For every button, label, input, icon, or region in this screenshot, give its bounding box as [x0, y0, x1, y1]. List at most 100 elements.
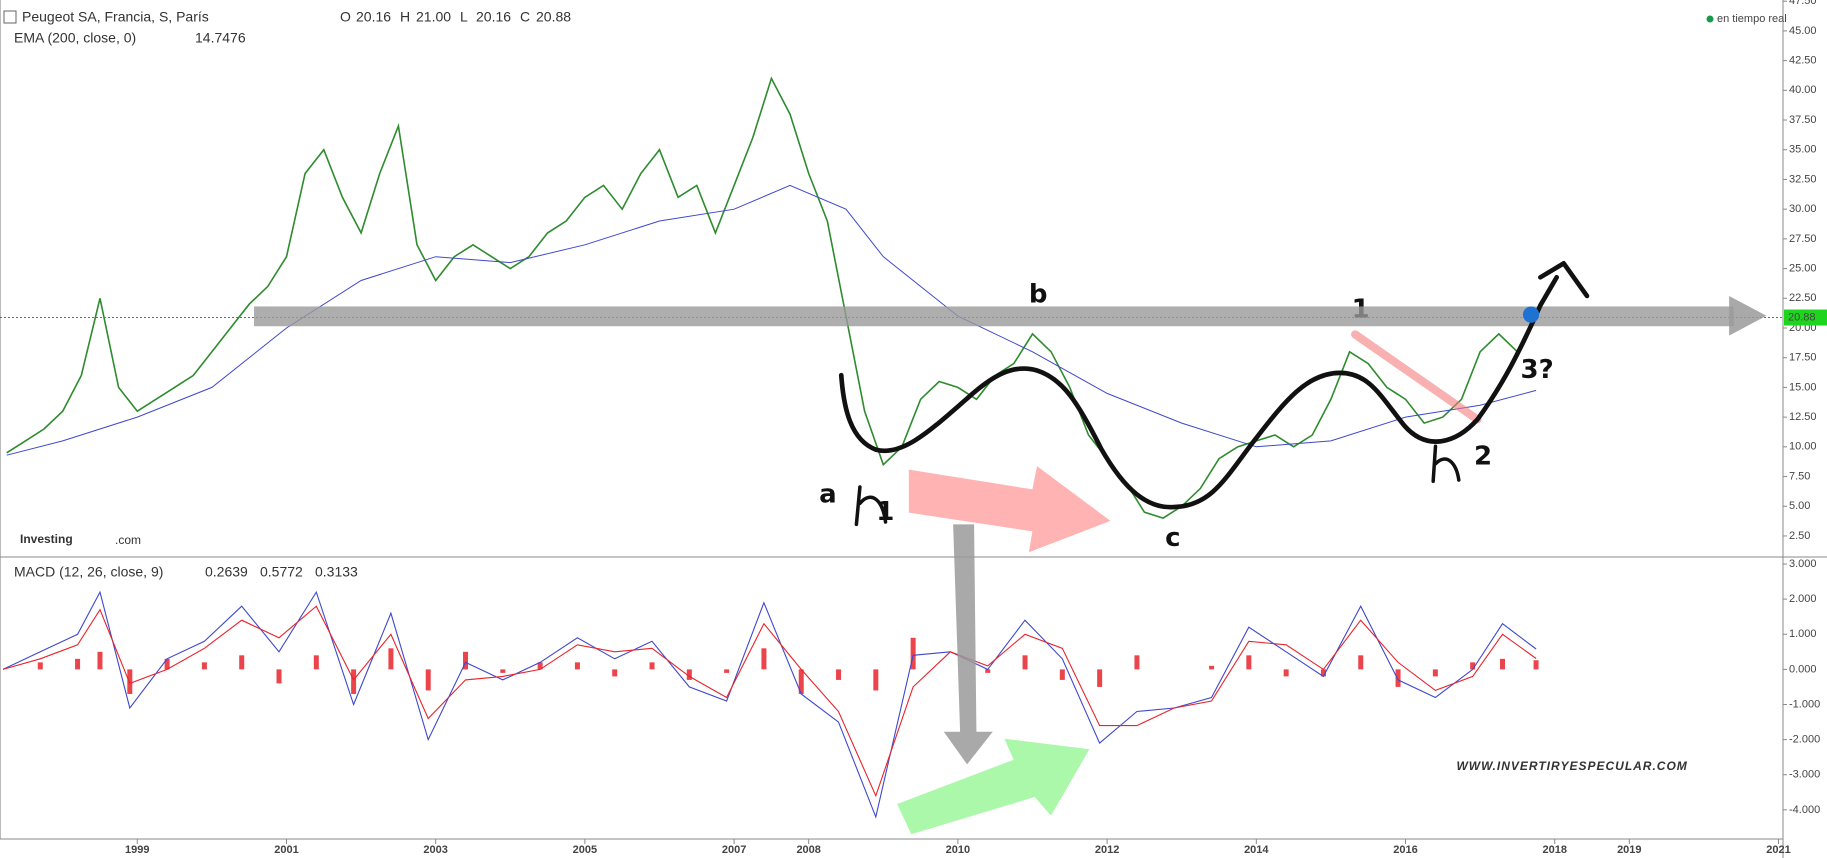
x-tick-label: 2014	[1244, 844, 1269, 856]
histogram-bar	[985, 669, 991, 673]
histogram-bar	[164, 658, 170, 670]
y-tick-label: 0.000	[1789, 663, 1817, 675]
histogram-bar	[1395, 669, 1401, 687]
status: en tiempo real	[1717, 13, 1787, 25]
y-tick-label: 37.50	[1789, 114, 1817, 126]
x-tick-label: 2010	[946, 844, 970, 856]
p-marker	[1522, 306, 1540, 323]
histogram-bar	[1209, 665, 1215, 670]
histogram-bar	[425, 669, 431, 691]
macd-line	[2, 590, 1537, 819]
indicator-readout: 0.5772	[260, 564, 303, 580]
y-tick-label: 32.50	[1789, 173, 1817, 185]
histogram-bar	[276, 669, 282, 684]
ohlc-name: O	[340, 9, 351, 25]
histogram-bar	[37, 662, 43, 670]
wave-curve	[838, 274, 1560, 510]
status-dot	[1706, 15, 1714, 23]
annotation: a	[819, 480, 837, 510]
histogram-bar	[1022, 655, 1028, 670]
histogram-bar	[761, 648, 767, 670]
histogram-bar	[1134, 655, 1140, 670]
histogram-bar	[127, 669, 133, 694]
y-tick-label: -1.000	[1789, 698, 1820, 710]
logo-suffix: .com	[115, 533, 141, 547]
annotation: c	[1165, 523, 1180, 553]
y-tick-label: 1.000	[1789, 628, 1817, 640]
histogram-bar	[1320, 669, 1326, 677]
annotation: b	[1029, 279, 1048, 309]
y-tick-label: 40.00	[1789, 84, 1817, 96]
y-tick-label: 22.50	[1789, 292, 1817, 304]
ema-name: EMA (200, close, 0)	[14, 30, 136, 46]
x-tick-label: 2001	[274, 844, 298, 856]
ohlc-value: 20.16	[356, 9, 391, 25]
histogram-bar	[351, 669, 357, 694]
annotation: 2	[1474, 441, 1492, 471]
ema-last: 14.7476	[195, 30, 246, 46]
histogram-bar	[1499, 658, 1505, 670]
x-tick-label: 2016	[1393, 844, 1417, 856]
histogram-bar	[1283, 669, 1289, 677]
histogram-bar	[1533, 660, 1539, 670]
y-tick-label: 2.000	[1789, 593, 1817, 605]
signal-line	[2, 605, 1537, 798]
y-tick-label: -3.000	[1789, 769, 1820, 781]
histogram-bar	[201, 662, 207, 670]
histogram-bar	[1097, 669, 1103, 687]
ohlc-value: 20.88	[536, 9, 571, 25]
logo: Investing	[20, 532, 73, 546]
y-tick-label: 47.50	[1789, 0, 1817, 7]
x-tick-label: 2008	[796, 844, 820, 856]
histogram-bar	[1059, 669, 1065, 680]
histogram-bar	[686, 669, 692, 680]
y-tick-label: 35.00	[1789, 144, 1817, 156]
y-tick-label: 25.00	[1789, 262, 1817, 274]
x-tick-label: 1999	[125, 844, 149, 856]
indicator-readout: 0.3133	[315, 564, 358, 580]
last-price-tag	[1784, 309, 1827, 326]
drawings	[254, 261, 1767, 835]
x-tick-label: 2019	[1617, 844, 1641, 856]
y-tick-label: 42.50	[1789, 55, 1817, 67]
y-tick-label: 27.50	[1789, 233, 1817, 245]
histogram-bar	[388, 648, 394, 670]
histogram-bar	[500, 669, 506, 673]
y-tick-label: -2.000	[1789, 734, 1820, 746]
scribble-h	[854, 485, 888, 527]
histogram-bar	[537, 662, 543, 670]
y-tick-label: 17.50	[1789, 352, 1817, 364]
collapse-box	[3, 10, 17, 24]
x-tick-label: 2005	[573, 844, 597, 856]
histogram-bar	[612, 669, 618, 677]
histogram-bar	[649, 662, 655, 670]
grey-down-arrow	[943, 524, 993, 765]
y-tick-label: 7.50	[1789, 470, 1810, 482]
histogram-bar	[1432, 669, 1438, 677]
histogram-bar	[313, 655, 319, 670]
grey-arrow-body	[254, 306, 1734, 327]
y-tick-label: -4.000	[1789, 804, 1820, 816]
histogram-bar	[574, 662, 580, 670]
ohlc-name: L	[460, 9, 468, 25]
histogram-bar	[1358, 655, 1364, 670]
histogram-bar	[798, 669, 804, 694]
y-tick-label: 12.50	[1789, 411, 1817, 423]
scribble-h	[1431, 444, 1461, 483]
x-tick-label: 2012	[1095, 844, 1119, 856]
red-trendline	[1351, 330, 1482, 424]
histogram-bar	[836, 669, 842, 680]
x-tick-label: 2003	[423, 844, 447, 856]
histogram-bar	[97, 651, 103, 670]
histogram-bar	[1246, 655, 1252, 670]
ohlc-value: 20.16	[476, 9, 511, 25]
histogram-bar	[910, 637, 916, 670]
x-tick-label: 2018	[1542, 844, 1566, 856]
histogram-bar	[1470, 662, 1476, 670]
y-tick-label: 45.00	[1789, 25, 1817, 37]
grey-arrow-head	[1729, 295, 1767, 336]
histogram-bar	[75, 658, 81, 670]
indicator-title: MACD (12, 26, close, 9)	[14, 564, 163, 580]
